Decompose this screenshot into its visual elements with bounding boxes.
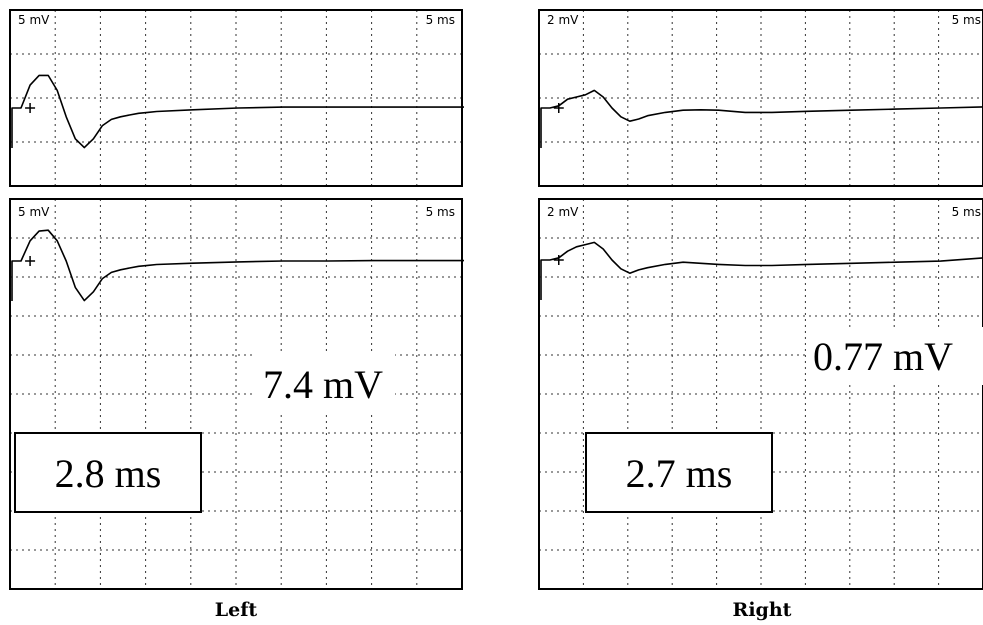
right-bottom-frame [538, 198, 983, 590]
right-bottom-voltage-scale: 2 mV [547, 205, 579, 219]
waveform-right-1 [540, 89, 983, 148]
waveform-left-1 [11, 74, 464, 149]
right-caption: Right [733, 599, 792, 621]
right-top-voltage-scale: 2 mV [547, 13, 579, 27]
right-bottom-time-scale: 5 ms [952, 205, 981, 219]
left-top-time-scale: 5 ms [426, 13, 455, 27]
left-latency-box [14, 432, 202, 513]
left-bottom-voltage-scale: 5 mV [18, 205, 50, 219]
right-amplitude-bg [808, 327, 983, 385]
onset-marker [25, 256, 36, 266]
left-amplitude-bg [255, 353, 395, 411]
waveform-right-2 [540, 241, 983, 300]
trace-layer [11, 74, 983, 302]
left-latency-label: 2.8 ms [55, 451, 162, 496]
onset-marker [553, 103, 564, 113]
left-bottom-frame [9, 198, 463, 590]
left-caption: Left [215, 599, 258, 621]
right-latency-box [585, 432, 773, 513]
waveform-left-2 [11, 229, 464, 302]
onset-marker [25, 103, 36, 113]
right-latency-label: 2.7 ms [626, 451, 733, 496]
left-amplitude-label: 7.4 mV [263, 362, 383, 407]
left-top-voltage-scale: 5 mV [18, 13, 50, 27]
left-top-frame [9, 9, 463, 187]
right-top-time-scale: 5 ms [952, 13, 981, 27]
right-amplitude-label: 0.77 mV [813, 334, 953, 379]
left-bottom-time-scale: 5 ms [426, 205, 455, 219]
onset-marker [553, 255, 564, 265]
right-top-frame [538, 9, 983, 187]
